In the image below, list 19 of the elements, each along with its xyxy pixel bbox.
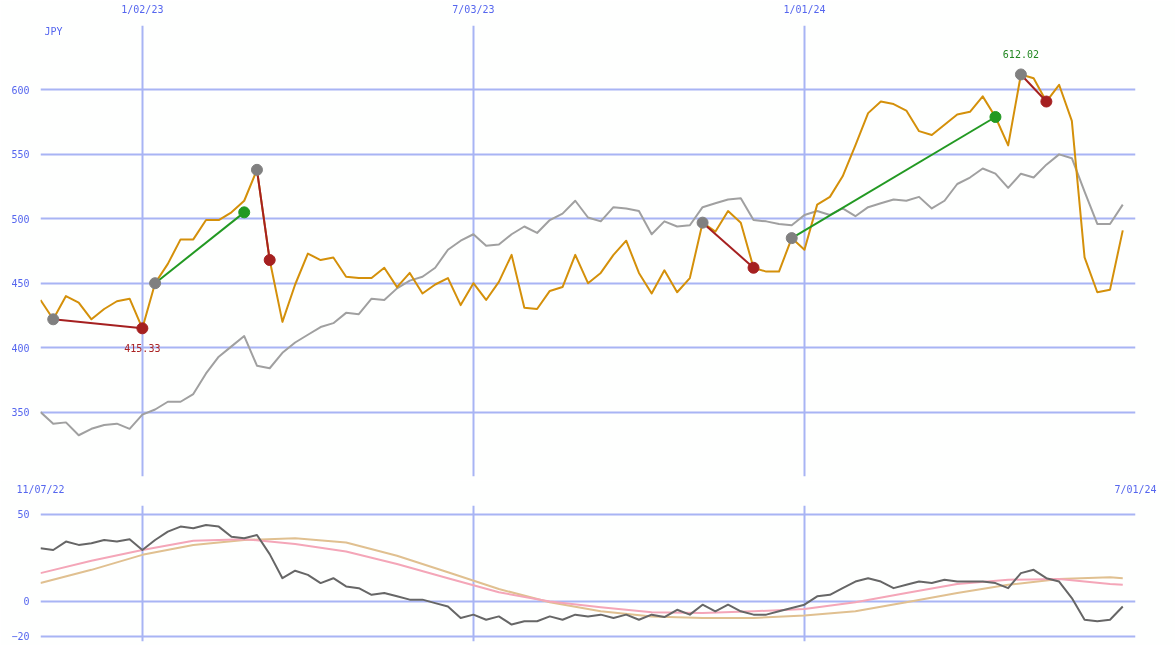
x-tick-label: 1/01/24	[783, 3, 826, 15]
y-tick-label: 600	[11, 84, 30, 96]
line-series	[40, 153, 1124, 437]
y-tick-label: 350	[11, 407, 30, 419]
line-series	[40, 524, 1124, 626]
y-tick-label: 500	[11, 213, 30, 225]
y-tick-label: 50	[17, 509, 30, 521]
y-tick-label: 450	[11, 278, 30, 290]
y-axis-title: JPY	[44, 25, 63, 37]
x-tick-label: 7/03/23	[452, 3, 495, 15]
x-tick-label: 1/02/23	[121, 3, 164, 15]
annotation: 612.02	[1002, 49, 1039, 61]
y-tick-label: 400	[11, 342, 30, 354]
y-tick-label: 0	[23, 596, 30, 608]
y-tick-label: −20	[11, 631, 30, 643]
x-tick-label: 11/07/22	[16, 483, 65, 495]
y-tick-label: 550	[11, 149, 30, 161]
x-tick-label: 7/01/24	[1114, 483, 1157, 495]
annotation: 415.33	[124, 343, 161, 355]
